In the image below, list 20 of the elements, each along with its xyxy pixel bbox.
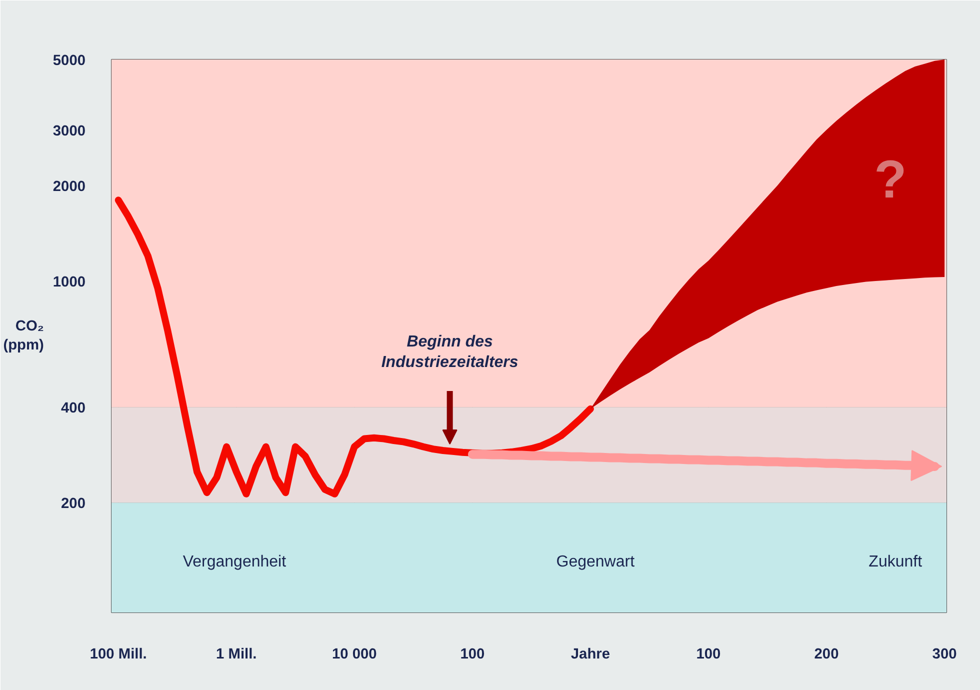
x-tick-label: 10 000	[332, 646, 377, 662]
annotation: Vergangenheit	[182, 553, 287, 570]
x-tick-label: 200	[814, 646, 839, 662]
annotation: Beginn des Industriezeitalters	[381, 334, 518, 372]
y-axis-title: CO₂ (ppm)	[3, 318, 44, 354]
y-tick-label: 400	[61, 400, 86, 417]
x-tick-label: 100 Mill.	[90, 646, 147, 662]
y-tick-label: 3000	[52, 123, 86, 140]
annotation: Zukunft	[868, 553, 923, 570]
y-tick-label: 1000	[52, 274, 86, 291]
x-tick-label: 1 Mill.	[216, 646, 257, 662]
y-tick-label: 200	[61, 496, 86, 512]
x-tick-label: 100	[460, 646, 485, 662]
y-tick-label: 2000	[52, 179, 86, 196]
annotation: ?	[874, 150, 907, 210]
x-tick-label: 300	[932, 646, 957, 662]
x-tick-label: 100	[696, 646, 721, 662]
annotation: Gegenwart	[556, 553, 636, 570]
x-tick-label: Jahre	[570, 646, 610, 662]
y-tick-label: 5000	[52, 53, 86, 69]
